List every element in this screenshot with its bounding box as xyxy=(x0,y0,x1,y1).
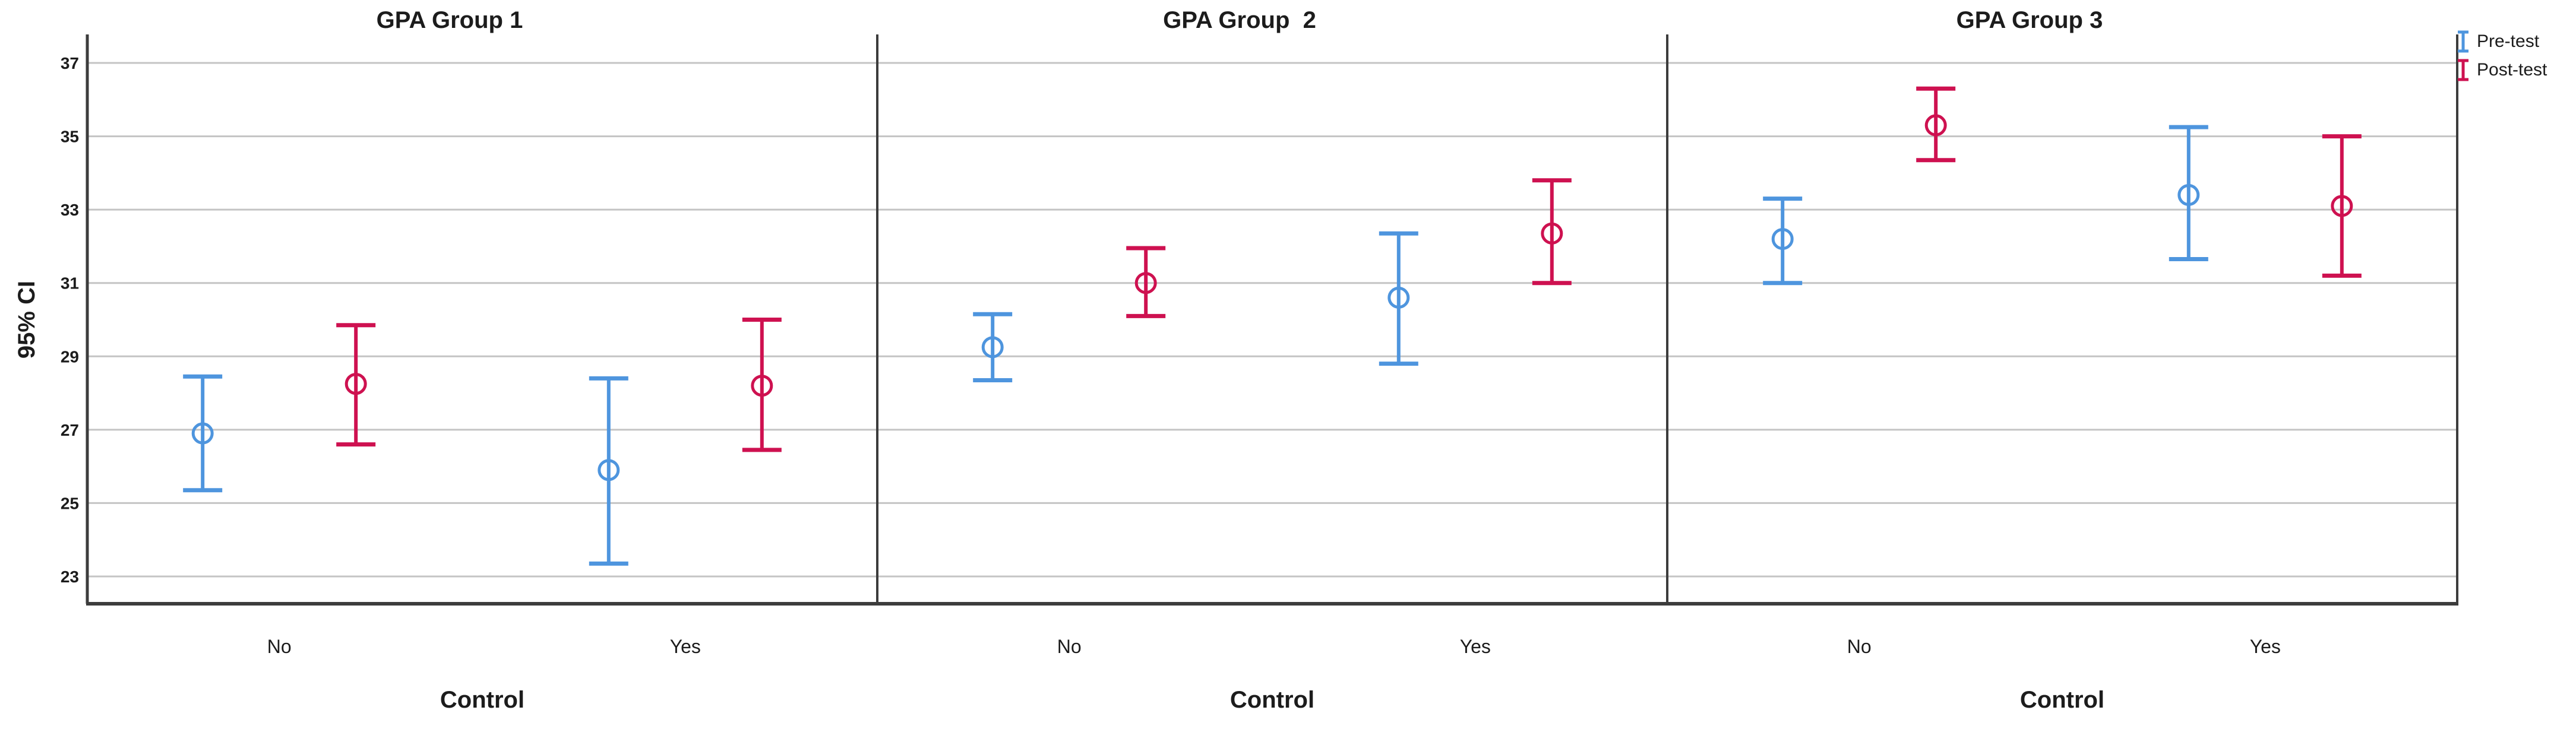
y-tick-label-27: 27 xyxy=(61,421,79,439)
mean-marker xyxy=(2331,195,2353,217)
errorbar-post-test-no-panel-3 xyxy=(1916,86,1956,163)
errorbar-pre-test-no-panel-3 xyxy=(1763,196,1803,286)
y-tick-label-23: 23 xyxy=(61,568,79,586)
mean-marker xyxy=(1134,272,1157,294)
mean-marker xyxy=(1387,286,1410,309)
mean-marker xyxy=(1541,222,1563,245)
x-tick-label-yes-panel-1: Yes xyxy=(670,636,701,657)
y-tick-label-31: 31 xyxy=(61,274,79,293)
y-tick-label-37: 37 xyxy=(61,54,79,72)
errorbar-pre-test-yes-panel-3 xyxy=(2169,125,2208,262)
x-axis-title-panel-2: Control xyxy=(1230,687,1314,713)
errorbar-post-test-yes-panel-2 xyxy=(1532,178,1572,286)
y-tick-label-29: 29 xyxy=(61,347,79,366)
mean-marker xyxy=(191,422,214,445)
x-tick-label-no-panel-1: No xyxy=(267,636,292,657)
errorbar-pre-test-yes-panel-1 xyxy=(589,376,628,566)
errorbar-pre-test-no-panel-1 xyxy=(183,374,223,493)
x-axis-title-panel-3: Control xyxy=(2020,687,2104,713)
x-tick-label-yes-panel-3: Yes xyxy=(2250,636,2281,657)
mean-marker xyxy=(751,375,773,397)
errorbar-post-test-no-panel-1 xyxy=(336,323,376,447)
panel-title-3: GPA Group 3 xyxy=(1957,7,2103,33)
x-tick-label-no-panel-3: No xyxy=(1847,636,1872,657)
y-tick-label-25: 25 xyxy=(61,494,79,512)
mean-marker xyxy=(598,459,620,481)
panel-title-1: GPA Group 1 xyxy=(377,7,523,33)
mean-marker xyxy=(1924,114,1947,137)
mean-marker xyxy=(981,336,1004,359)
legend-item-post-test: Post-test xyxy=(2457,58,2547,82)
y-tick-label-33: 33 xyxy=(61,201,79,219)
errorbar-pre-test-yes-panel-2 xyxy=(1379,231,1418,366)
chart-legend: Pre-test Post-test xyxy=(2457,30,2547,82)
panel-title-2: GPA Group 2 xyxy=(1163,7,1316,33)
mean-marker xyxy=(1771,228,1794,251)
x-tick-label-no-panel-2: No xyxy=(1057,636,1082,657)
y-tick-label-35: 35 xyxy=(61,128,79,146)
errorbar-post-test-no-panel-2 xyxy=(1126,246,1166,318)
errorbar-post-test-yes-panel-1 xyxy=(742,318,782,452)
errorbar-post-test-yes-panel-3 xyxy=(2322,134,2362,278)
mean-marker xyxy=(344,373,367,395)
x-axis-title-panel-1: Control xyxy=(440,687,524,713)
legend-item-pre-test: Pre-test xyxy=(2457,30,2547,53)
legend-label-post-test: Post-test xyxy=(2477,60,2547,80)
legend-label-pre-test: Pre-test xyxy=(2477,31,2540,51)
y-axis-title: 95% CI xyxy=(14,281,40,359)
errorbar-pre-test-no-panel-2 xyxy=(973,312,1013,382)
pre-test-errorbar-icon xyxy=(2458,30,2468,53)
mean-marker xyxy=(2177,183,2200,206)
x-tick-label-yes-panel-2: Yes xyxy=(1460,636,1491,657)
post-test-errorbar-icon xyxy=(2458,59,2468,81)
